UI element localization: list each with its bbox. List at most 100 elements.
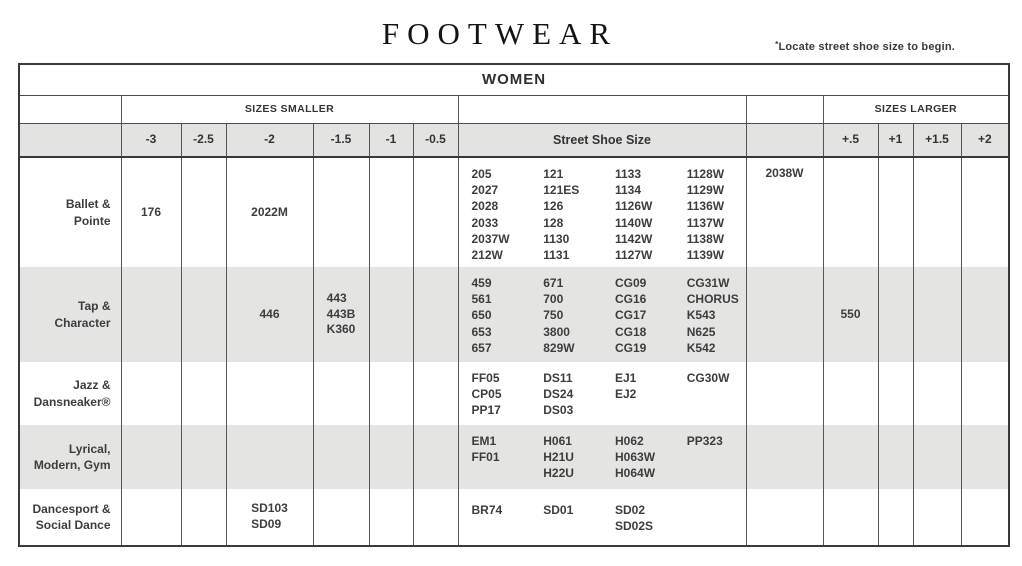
cell-plus-2	[960, 489, 1010, 546]
cell-minus-1	[368, 267, 414, 362]
street-size-list: 671 700 750 3800 829W	[543, 276, 575, 355]
section-header-row: WOMEN	[18, 64, 1010, 96]
col-header-plus-1-5: +1.5	[912, 123, 962, 158]
cell-plus-1-5	[912, 425, 962, 489]
cell-minus-2-5	[180, 157, 227, 267]
cell-plus-1-5	[912, 157, 962, 267]
street-size-list: 121 121ES 126 128 1130 1131	[543, 167, 580, 262]
cell-value: 2022M	[251, 204, 288, 219]
street-size-columns: FF05 CP05 PP17 DS11 DS24 DS03 EJ1 EJ2 CG…	[459, 362, 746, 419]
cell-minus-1-5	[312, 425, 370, 489]
col-header-plus-1: +1	[877, 123, 914, 158]
row-jazz-dansneaker: Jazz & Dansneaker® FF05 CP05 PP17 DS11 D…	[18, 362, 1010, 425]
street-size-list: SD02 SD02S	[615, 503, 654, 534]
cell-plus-2	[960, 425, 1010, 489]
cell-plus-1	[877, 362, 914, 425]
cell-minus-2-5	[180, 425, 227, 489]
cell-minus-2-5	[180, 362, 227, 425]
cell-minus-3: 176	[120, 157, 182, 267]
cell-minus-2-5	[180, 267, 227, 362]
street-size-list: 1128W 1129W 1136W 1137W 1138W 1139W	[686, 167, 725, 262]
cell-minus-1	[368, 157, 414, 267]
cell-street-shoe-sizes: 205 2027 2028 2033 2037W 212W 121 121ES …	[457, 157, 747, 267]
group-street-spacer	[457, 95, 747, 124]
street-size-list: SD01	[543, 503, 574, 517]
cell-value: 443 443B K360	[326, 290, 356, 337]
street-size-columns: 205 2027 2028 2033 2037W 212W 121 121ES …	[459, 158, 746, 263]
group-sizes-smaller: SIZES SMALLER	[120, 95, 459, 124]
cell-extra	[745, 362, 824, 425]
cell-minus-2: 446	[225, 267, 314, 362]
cell-plus-0-5	[822, 157, 879, 267]
cell-value: 2038W	[765, 166, 804, 180]
cell-plus-1-5	[912, 489, 962, 546]
street-size-columns: BR74 SD01 SD02 SD02S	[459, 489, 746, 534]
street-size-columns: EM1 FF01 H061 H21U H22U H062 H063W H064W…	[459, 425, 746, 482]
street-size-list: BR74	[471, 503, 503, 517]
group-header-row: SIZES SMALLER SIZES LARGER	[18, 95, 1010, 124]
cell-minus-1	[368, 362, 414, 425]
cell-minus-1-5	[312, 157, 370, 267]
cell-plus-2	[960, 157, 1010, 267]
cell-minus-2	[225, 362, 314, 425]
cell-minus-3	[120, 267, 182, 362]
cell-minus-0-5	[412, 489, 459, 546]
cell-street-shoe-sizes: EM1 FF01 H061 H21U H22U H062 H063W H064W…	[457, 425, 747, 489]
cell-value: 176	[140, 204, 162, 219]
cell-minus-1-5	[312, 489, 370, 546]
cell-minus-2	[225, 425, 314, 489]
cell-plus-1	[877, 489, 914, 546]
street-size-list	[674, 502, 746, 534]
cell-street-shoe-sizes: BR74 SD01 SD02 SD02S	[457, 489, 747, 546]
row-label-dancesport-social-dance: Dancesport & Social Dance	[18, 489, 122, 546]
street-size-list: H061 H21U H22U	[543, 434, 574, 481]
cell-plus-0-5: 550	[822, 267, 879, 362]
col-header-minus-3: -3	[120, 123, 182, 158]
street-size-list: DS11 DS24 DS03	[543, 371, 574, 418]
row-lyrical-modern-gym: Lyrical, Modern, Gym EM1 FF01 H061 H21U …	[18, 425, 1010, 489]
cell-plus-2	[960, 362, 1010, 425]
street-size-list: 205 2027 2028 2033 2037W 212W	[471, 167, 510, 262]
cell-value: 550	[840, 306, 861, 321]
row-tap-character: Tap & Character 446 443 443B K360 459 56…	[18, 267, 1010, 362]
col-header-minus-1-5: -1.5	[312, 123, 370, 158]
row-label-lyrical-modern-gym: Lyrical, Modern, Gym	[18, 425, 122, 489]
col-header-street-shoe-size: Street Shoe Size	[457, 123, 747, 158]
size-chart-table: WOMEN SIZES SMALLER SIZES LARGER -3 -2.5…	[18, 63, 1011, 547]
street-size-list: H062 H063W H064W	[615, 434, 656, 481]
cell-minus-1-5: 443 443B K360	[312, 267, 370, 362]
cell-minus-1	[368, 489, 414, 546]
cell-street-shoe-sizes: 459 561 650 653 657 671 700 750 3800 829…	[457, 267, 747, 362]
cell-minus-0-5	[412, 267, 459, 362]
row-ballet-pointe: Ballet & Pointe 176 2022M 205 2027 2028 …	[18, 157, 1010, 267]
section-title-women: WOMEN	[18, 64, 1010, 96]
group-sizes-larger: SIZES LARGER	[822, 95, 1010, 124]
cell-value: 446	[259, 306, 280, 321]
cell-plus-1-5	[912, 267, 962, 362]
cell-extra	[745, 267, 824, 362]
street-size-list: PP323	[686, 434, 723, 448]
street-size-list: FF05 CP05 PP17	[471, 371, 502, 418]
cell-minus-3	[120, 362, 182, 425]
street-size-list: EM1 FF01	[471, 434, 500, 465]
row-label-jazz-dansneaker: Jazz & Dansneaker®	[18, 362, 122, 425]
footnote-text: Locate street shoe size to begin.	[778, 41, 955, 53]
street-size-list: CG30W	[686, 371, 730, 385]
street-size-list: 459 561 650 653 657	[471, 276, 492, 355]
cell-minus-1-5	[312, 362, 370, 425]
cell-street-shoe-sizes: FF05 CP05 PP17 DS11 DS24 DS03 EJ1 EJ2 CG…	[457, 362, 747, 425]
column-header-row: -3 -2.5 -2 -1.5 -1 -0.5 Street Shoe Size…	[18, 123, 1010, 158]
col-header-minus-0-5: -0.5	[412, 123, 459, 158]
cell-plus-1	[877, 425, 914, 489]
cell-plus-0-5	[822, 489, 879, 546]
street-size-list: EJ1 EJ2	[615, 371, 637, 402]
header-corner-cell	[18, 123, 122, 158]
cell-minus-2: 2022M	[225, 157, 314, 267]
page-title: FOOTWEAR	[381, 16, 619, 51]
cell-value: SD103 SD09	[251, 501, 288, 531]
cell-extra	[745, 489, 824, 546]
col-header-extra	[745, 123, 824, 158]
cell-plus-2	[960, 267, 1010, 362]
group-corner-cell	[18, 95, 122, 124]
cell-plus-1-5	[912, 362, 962, 425]
